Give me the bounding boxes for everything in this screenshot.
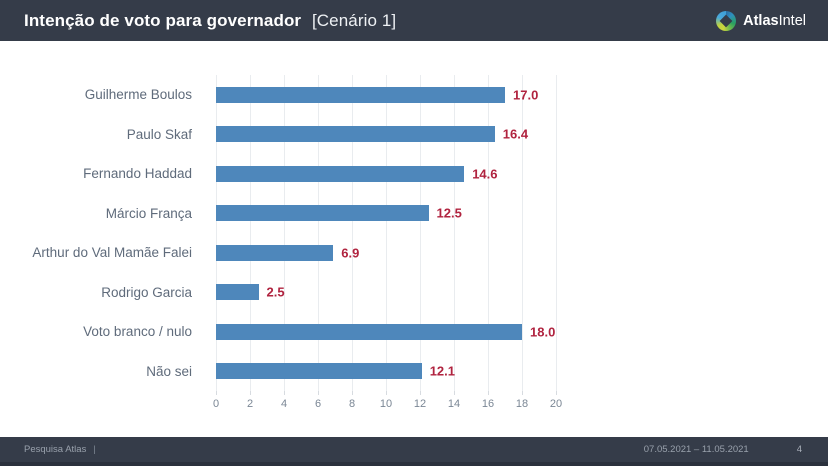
bar-value-label: 12.1 bbox=[429, 363, 455, 379]
diamond-icon bbox=[719, 14, 733, 27]
gridline bbox=[216, 75, 217, 391]
bar bbox=[216, 126, 495, 143]
page-title-scenario: [Cenário 1] bbox=[311, 10, 397, 30]
bar-chart: Guilherme Boulos 17.0 Paulo Skaf 16.4 Fernan… bbox=[0, 75, 828, 415]
bar-row: Guilherme Boulos 17.0 bbox=[0, 75, 828, 115]
bar bbox=[216, 284, 259, 301]
bar-track: 14.6 bbox=[216, 165, 556, 182]
gridline bbox=[352, 75, 353, 391]
x-tick-mark bbox=[420, 391, 421, 395]
footer-separator: | bbox=[93, 444, 96, 455]
x-tick-mark bbox=[488, 391, 489, 395]
x-tick-label: 12 bbox=[413, 398, 427, 410]
bar bbox=[216, 165, 465, 182]
bar-value-label: 14.6 bbox=[472, 166, 498, 182]
gridline bbox=[386, 75, 387, 391]
x-tick-mark bbox=[250, 391, 251, 395]
x-tick-mark bbox=[352, 391, 353, 395]
bar-track: 2.5 bbox=[216, 284, 556, 301]
gridline bbox=[318, 75, 319, 391]
bar bbox=[216, 244, 334, 261]
bar-value-label: 12.5 bbox=[436, 205, 462, 221]
chart-rows: Guilherme Boulos 17.0 Paulo Skaf 16.4 Fernan… bbox=[0, 75, 828, 391]
gridline bbox=[284, 75, 285, 391]
x-tick-mark bbox=[386, 391, 387, 395]
plot-area bbox=[216, 75, 557, 391]
category-label: Márcio França bbox=[105, 205, 192, 221]
category-label: Fernando Haddad bbox=[83, 166, 192, 182]
bar-track: 17.0 bbox=[216, 86, 556, 103]
gridline bbox=[556, 75, 557, 391]
bar-value-label: 16.4 bbox=[502, 126, 529, 142]
page-title: Intenção de voto para governador [Cenári… bbox=[24, 11, 396, 31]
page-title-main: Intenção de voto para governador bbox=[24, 10, 302, 30]
bar-track: 16.4 bbox=[216, 126, 556, 143]
footer-bar: Pesquisa Atlas | 07.05.2021 – 11.05.2021… bbox=[0, 437, 828, 466]
category-label: Voto branco / nulo bbox=[83, 324, 192, 340]
bar-track: 6.9 bbox=[216, 244, 556, 261]
category-label: Arthur do Val Mamãe Falei bbox=[32, 245, 192, 261]
footer-page-number: 4 bbox=[796, 444, 802, 455]
x-tick-label: 0 bbox=[212, 398, 220, 410]
bar-row: Rodrigo Garcia 2.5 bbox=[0, 273, 828, 313]
bar-value-label: 18.0 bbox=[530, 324, 556, 340]
gridline bbox=[488, 75, 489, 391]
x-tick-label: 16 bbox=[481, 398, 495, 410]
logo-text-intel: Intel bbox=[778, 12, 806, 29]
gridline bbox=[522, 75, 523, 391]
gridline bbox=[420, 75, 421, 391]
x-tick-label: 20 bbox=[549, 398, 563, 410]
x-tick-mark bbox=[284, 391, 285, 395]
bar-track: 12.1 bbox=[216, 363, 556, 380]
x-tick-label: 10 bbox=[379, 398, 393, 410]
bar bbox=[216, 86, 505, 103]
gridline bbox=[250, 75, 251, 391]
bar-value-label: 6.9 bbox=[341, 245, 360, 261]
bar-value-label: 2.5 bbox=[266, 284, 285, 300]
atlasintel-logo-text: AtlasIntel bbox=[743, 13, 806, 29]
x-tick-label: 8 bbox=[348, 398, 356, 410]
category-label: Não sei bbox=[146, 363, 192, 379]
x-tick-mark bbox=[556, 391, 557, 395]
x-tick-mark bbox=[522, 391, 523, 395]
logo-text-atlas: Atlas bbox=[743, 12, 779, 29]
x-axis: 0 2 4 6 8 10 12 14 16 18 20 bbox=[212, 391, 562, 415]
x-tick-mark bbox=[318, 391, 319, 395]
category-label: Guilherme Boulos bbox=[84, 87, 192, 103]
bar-track: 18.0 bbox=[216, 323, 556, 340]
bar-row: Márcio França 12.5 bbox=[0, 194, 828, 234]
x-tick-label: 14 bbox=[447, 398, 461, 410]
bar-row: Voto branco / nulo 18.0 bbox=[0, 312, 828, 352]
category-label: Rodrigo Garcia bbox=[101, 284, 192, 300]
category-label: Paulo Skaf bbox=[126, 126, 192, 142]
x-tick-label: 2 bbox=[246, 398, 254, 410]
bar-row: Paulo Skaf 16.4 bbox=[0, 115, 828, 155]
bar-value-label: 17.0 bbox=[513, 87, 539, 103]
x-tick-label: 6 bbox=[314, 398, 322, 410]
bar-track: 12.5 bbox=[216, 205, 556, 222]
bar bbox=[216, 205, 429, 222]
bar-row: Não sei 12.1 bbox=[0, 352, 828, 392]
x-tick-mark bbox=[454, 391, 455, 395]
bar-row: Arthur do Val Mamãe Falei 6.9 bbox=[0, 233, 828, 273]
atlasintel-logo: AtlasIntel bbox=[716, 10, 806, 31]
footer-date-range: 07.05.2021 – 11.05.2021 bbox=[643, 444, 749, 455]
gridline bbox=[454, 75, 455, 391]
atlasintel-logo-icon bbox=[716, 10, 737, 31]
header-bar: Intenção de voto para governador [Cenári… bbox=[0, 0, 828, 41]
x-tick-mark bbox=[216, 391, 217, 395]
x-tick-label: 4 bbox=[280, 398, 288, 410]
x-tick-label: 18 bbox=[515, 398, 529, 410]
bar-row: Fernando Haddad 14.6 bbox=[0, 154, 828, 194]
bar bbox=[216, 323, 522, 340]
footer-source: Pesquisa Atlas bbox=[24, 444, 87, 455]
bar bbox=[216, 363, 422, 380]
